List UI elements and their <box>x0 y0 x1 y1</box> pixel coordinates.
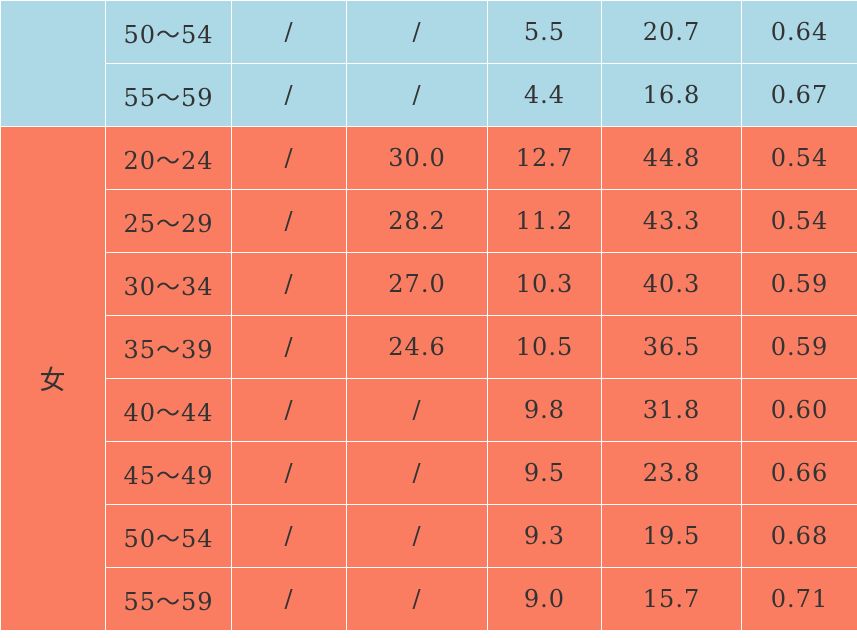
age-cell: 20～24 <box>105 126 232 190</box>
table-row: 30～34 / 27.0 10.3 40.3 0.59 <box>1 252 857 316</box>
value-cell: 0.67 <box>741 63 857 127</box>
value-cell: 31.8 <box>601 378 742 442</box>
value-cell: / <box>346 378 488 442</box>
age-cell: 45～49 <box>105 441 232 505</box>
value-cell: 9.0 <box>487 567 602 631</box>
value-cell: 0.68 <box>741 504 857 568</box>
table-row: 35～39 / 24.6 10.5 36.5 0.59 <box>1 315 857 379</box>
value-cell: / <box>231 189 347 253</box>
value-cell: / <box>231 63 347 127</box>
value-cell: 0.60 <box>741 378 857 442</box>
value-cell: 44.8 <box>601 126 742 190</box>
value-cell: 28.2 <box>346 189 488 253</box>
value-cell: 20.7 <box>601 0 742 64</box>
value-cell: 0.71 <box>741 567 857 631</box>
value-cell: 12.7 <box>487 126 602 190</box>
table-row: 45～49 / / 9.5 23.8 0.66 <box>1 441 857 505</box>
age-cell: 55～59 <box>105 63 232 127</box>
age-cell: 40～44 <box>105 378 232 442</box>
value-cell: 15.7 <box>601 567 742 631</box>
value-cell: 0.59 <box>741 252 857 316</box>
value-cell: / <box>231 567 347 631</box>
age-cell: 50～54 <box>105 504 232 568</box>
value-cell: 10.5 <box>487 315 602 379</box>
value-cell: / <box>231 315 347 379</box>
age-cell: 25～29 <box>105 189 232 253</box>
value-cell: 9.3 <box>487 504 602 568</box>
age-cell: 30～34 <box>105 252 232 316</box>
value-cell: 10.3 <box>487 252 602 316</box>
value-cell: 24.6 <box>346 315 488 379</box>
value-cell: / <box>346 441 488 505</box>
value-cell: 0.66 <box>741 441 857 505</box>
value-cell: / <box>231 126 347 190</box>
value-cell: 30.0 <box>346 126 488 190</box>
value-cell: / <box>346 63 488 127</box>
table-row: 55～59 / / 9.0 15.7 0.71 <box>1 567 857 631</box>
value-cell: 0.54 <box>741 189 857 253</box>
value-cell: / <box>231 441 347 505</box>
value-cell: / <box>346 567 488 631</box>
age-cell: 50～54 <box>105 0 232 64</box>
value-cell: 43.3 <box>601 189 742 253</box>
value-cell: 27.0 <box>346 252 488 316</box>
value-cell: / <box>346 0 488 64</box>
female-group-label: 女 <box>0 126 106 631</box>
value-cell: 40.3 <box>601 252 742 316</box>
value-cell: / <box>231 0 347 64</box>
table-row: 50～54 / / 5.5 20.7 0.64 <box>0 0 857 127</box>
value-cell: 9.5 <box>487 441 602 505</box>
table-row: 女 20～24 / 30.0 12.7 44.8 0.54 <box>0 126 857 631</box>
value-cell: 0.64 <box>741 0 857 64</box>
table-row: 50～54 / / 9.3 19.5 0.68 <box>1 504 857 568</box>
group-cell <box>0 0 106 127</box>
value-cell: / <box>231 504 347 568</box>
table-row: 25～29 / 28.2 11.2 43.3 0.54 <box>1 189 857 253</box>
value-cell: 0.54 <box>741 126 857 190</box>
value-cell: 11.2 <box>487 189 602 253</box>
value-cell: 4.4 <box>487 63 602 127</box>
table-row: 55～59 / / 4.4 16.8 0.67 <box>1 63 857 127</box>
age-cell: 35～39 <box>105 315 232 379</box>
value-cell: 5.5 <box>487 0 602 64</box>
table-row: 40～44 / / 9.8 31.8 0.60 <box>1 378 857 442</box>
value-cell: 19.5 <box>601 504 742 568</box>
value-cell: / <box>231 378 347 442</box>
value-cell: / <box>231 252 347 316</box>
value-cell: / <box>346 504 488 568</box>
value-cell: 23.8 <box>601 441 742 505</box>
age-cell: 55～59 <box>105 567 232 631</box>
value-cell: 36.5 <box>601 315 742 379</box>
value-cell: 0.59 <box>741 315 857 379</box>
value-cell: 9.8 <box>487 378 602 442</box>
value-cell: 16.8 <box>601 63 742 127</box>
